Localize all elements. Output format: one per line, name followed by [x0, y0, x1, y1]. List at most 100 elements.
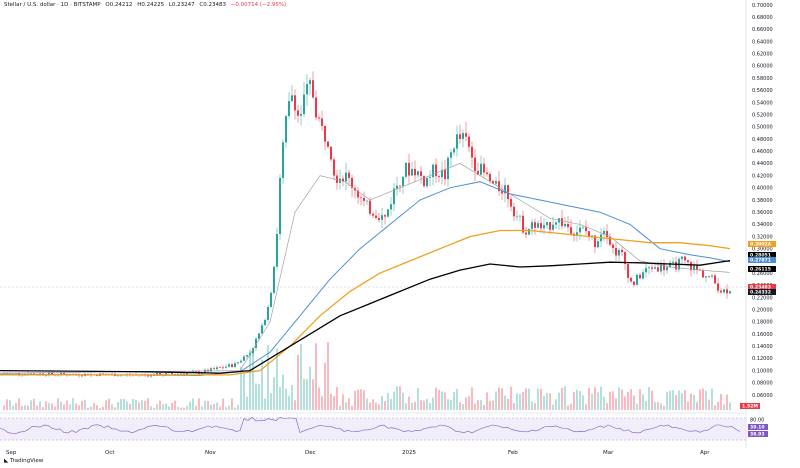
y-tick-label: 0.54000: [752, 100, 773, 106]
volume-bar: [612, 391, 614, 410]
volume-bar: [96, 405, 98, 410]
candle-body: [372, 213, 374, 216]
volume-bar: [492, 400, 494, 410]
volume-bar: [315, 343, 317, 410]
volume-bar: [282, 374, 284, 410]
volume-bar: [459, 402, 461, 410]
volume-bar: [84, 399, 86, 410]
volume-bar: [570, 403, 572, 410]
candle-body: [360, 197, 362, 199]
volume-bar: [381, 395, 383, 410]
volume-bar: [627, 391, 629, 410]
volume-bar: [651, 390, 653, 410]
volume-bar: [696, 402, 698, 410]
candle-body: [660, 264, 662, 272]
ohlc-open: O0.24212: [105, 2, 133, 8]
candle-body: [513, 206, 515, 217]
candle-body: [471, 146, 473, 158]
candle-body: [549, 222, 551, 230]
candle-body: [729, 291, 731, 294]
volume-bar: [357, 389, 359, 410]
volume-bar: [564, 386, 566, 410]
volume-bar: [327, 342, 329, 410]
volume-bar: [261, 359, 263, 410]
y-tick-label: 0.20000: [752, 307, 773, 313]
volume-bar: [420, 400, 422, 410]
y-tick-label: 0.60000: [752, 64, 773, 70]
candle-body: [366, 200, 368, 202]
volume-bar: [141, 400, 143, 410]
volume-bar: [39, 401, 41, 410]
volume-bar: [363, 390, 365, 410]
tradingview-logo[interactable]: ◣ TradingView: [4, 458, 43, 464]
volume-bar: [465, 397, 467, 410]
candle-body: [246, 354, 248, 357]
volume-bar: [276, 348, 278, 410]
candle-body: [597, 241, 599, 248]
candle-body: [210, 368, 212, 372]
volume-bar: [30, 400, 32, 410]
volume-bar: [219, 406, 221, 410]
volume-bar: [69, 404, 71, 410]
volume-bar: [129, 403, 131, 410]
volume-bar: [339, 405, 341, 410]
candle-body: [18, 372, 20, 375]
candle-body: [426, 177, 428, 187]
candle-body: [402, 176, 404, 187]
volume-label-box: [740, 403, 760, 409]
candle-body: [531, 222, 533, 229]
volume-bar: [378, 404, 380, 410]
volume-bar: [336, 387, 338, 410]
candle-body: [369, 200, 371, 214]
candle-body: [237, 362, 239, 364]
price-label-text: 0.24332: [750, 290, 771, 296]
volume-bar: [102, 406, 104, 410]
price-axis: 0.70000 0.68000 0.66000 0.64000 0.62000 0.600…: [752, 3, 773, 399]
candle-body: [435, 164, 437, 177]
volume-bar: [450, 400, 452, 410]
volume-bar: [474, 403, 476, 410]
candles: [3, 71, 731, 378]
candle-body: [504, 185, 506, 194]
candle-body: [324, 125, 326, 142]
y-tick-label: 0.22000: [752, 295, 773, 301]
ma-black-line: [0, 259, 731, 374]
candle-body: [636, 274, 638, 285]
candle-body: [6, 373, 8, 374]
candle-body: [462, 133, 464, 139]
candle-body: [375, 215, 377, 218]
candle-body: [519, 215, 521, 217]
volume-bar: [267, 345, 269, 410]
y-tick-label: 0.36000: [752, 210, 773, 216]
candle-body: [546, 222, 548, 226]
volume-bar: [441, 391, 443, 410]
volume-bar: [672, 390, 674, 410]
candle-body: [222, 367, 224, 369]
candle-body: [480, 163, 482, 175]
y-tick-label: 0.16000: [752, 332, 773, 338]
candle-body: [336, 175, 338, 183]
candle-body: [297, 110, 299, 116]
candle-body: [693, 265, 695, 271]
candle-body: [363, 197, 365, 201]
volume-bar: [513, 403, 515, 410]
candle-body: [312, 80, 314, 98]
volume-bar: [447, 399, 449, 410]
volume-bar: [636, 403, 638, 410]
candle-body: [696, 265, 698, 270]
volume-bar: [618, 387, 620, 410]
candle-body: [441, 169, 443, 178]
volume-bar: [165, 403, 167, 410]
volume-bar: [684, 390, 686, 410]
volume-bar: [660, 403, 662, 410]
volume-bar: [654, 402, 656, 410]
volume-bar: [384, 401, 386, 410]
y-tick-label: 0.42000: [752, 173, 773, 179]
volume-bar: [645, 401, 647, 410]
volume-bar: [390, 398, 392, 410]
volume-bar: [597, 392, 599, 410]
volume-bar: [705, 390, 707, 410]
volume-bar: [51, 403, 53, 410]
